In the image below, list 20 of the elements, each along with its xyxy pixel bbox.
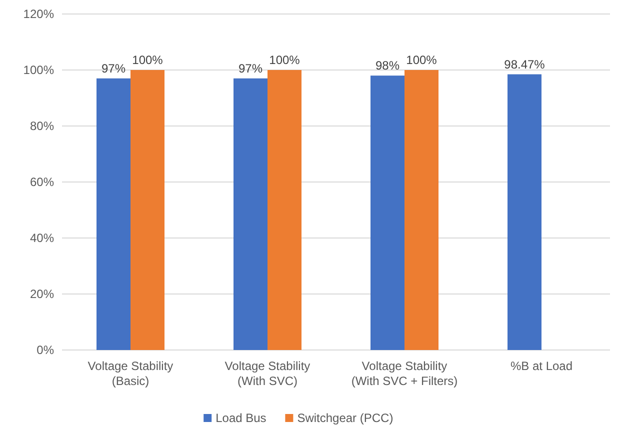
y-tick-label: 120% [23, 7, 54, 22]
x-tick-label: Voltage Stability (With SVC) [224, 359, 310, 388]
x-tick-label: Voltage Stability (With SVC + Filters) [351, 359, 458, 388]
y-tick-label: 100% [23, 63, 54, 78]
y-tick-label: 40% [30, 231, 54, 246]
data-label: 100% [406, 53, 438, 67]
y-tick-label: 20% [30, 287, 54, 302]
legend-label: Load Bus [216, 411, 266, 425]
data-label: 97% [238, 61, 263, 76]
y-tick-label: 60% [30, 175, 54, 190]
legend-label: Switchgear (PCC) [297, 411, 394, 425]
y-tick-label: 80% [30, 119, 54, 134]
data-label: 98.47% [504, 57, 546, 72]
data-label: 100% [132, 53, 164, 67]
y-tick-label: 0% [36, 343, 54, 358]
x-tick-label: Voltage Stability (Basic) [88, 359, 174, 388]
data-label: 97% [101, 61, 126, 76]
data-label: 98% [375, 58, 400, 73]
data-label: 100% [269, 53, 300, 67]
x-tick-label: %B at Load [510, 359, 573, 373]
